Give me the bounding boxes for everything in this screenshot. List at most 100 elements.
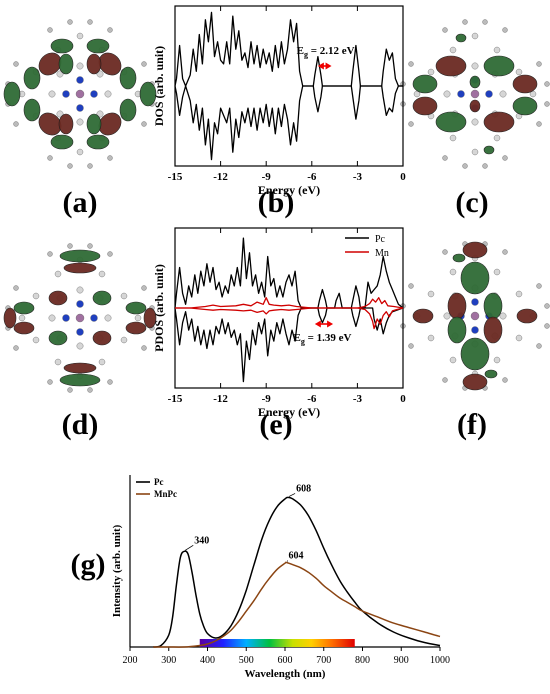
- orbital-lobe: [512, 74, 538, 94]
- hydrogen-atom: [493, 134, 501, 142]
- hydrogen-atom: [442, 155, 448, 161]
- hydrogen-atom: [515, 290, 523, 298]
- gap-arrow-head-right: [327, 320, 334, 328]
- series-dos-spin-down-line: [174, 85, 403, 161]
- hydrogen-atom: [544, 303, 550, 309]
- hydrogen-atom: [67, 387, 73, 393]
- x-tick-label: -6: [307, 393, 317, 405]
- metal-center-atom: [75, 89, 85, 99]
- orbital-lobe: [447, 316, 467, 344]
- orbital-lobe: [462, 241, 488, 259]
- hydrogen-atom: [427, 334, 435, 342]
- hydrogen-atom: [47, 27, 53, 33]
- hydrogen-atom: [449, 268, 457, 276]
- series-pc-spin-down-line: [174, 307, 404, 383]
- orbital-lobe: [98, 52, 122, 76]
- x-tick-label: -12: [213, 171, 228, 183]
- orbital-lobe: [483, 55, 515, 77]
- hydrogen-atom: [98, 270, 106, 278]
- orbital-lobe: [483, 316, 503, 344]
- x-tick-label: -15: [168, 171, 183, 183]
- orbital-lobe: [412, 96, 438, 116]
- hydrogen-atom: [536, 61, 542, 67]
- legend-label-pc: Pc: [375, 234, 386, 245]
- series-mnpc-line: [153, 561, 441, 648]
- hydrogen-atom: [87, 19, 93, 25]
- hydrogen-atom: [141, 61, 147, 67]
- hydrogen-atom: [67, 243, 73, 249]
- carbon-atom: [499, 90, 507, 98]
- nitrogen-atom: [457, 90, 465, 98]
- molecule-orbital-f: [400, 241, 550, 391]
- orbital-lobe: [512, 96, 538, 116]
- y-axis-label: Intensity (arb. unit): [111, 524, 123, 617]
- gap-arrow-head-right: [325, 62, 332, 70]
- hydrogen-atom: [408, 61, 414, 67]
- orbital-lobe: [483, 111, 515, 133]
- orbital-lobe: [38, 52, 62, 76]
- panel-label-f: (f): [457, 408, 487, 441]
- carbon-atom: [56, 70, 64, 78]
- nitrogen-atom: [62, 90, 70, 98]
- panel-label-c: (c): [455, 186, 489, 219]
- series-mn-spin-down-line: [175, 307, 404, 330]
- x-axis-label: Wavelength (nm): [245, 668, 326, 680]
- x-axis-label: Energy (eV): [258, 183, 320, 197]
- series-dos-spin-up-line: [174, 11, 403, 87]
- orbital-lobe: [125, 321, 147, 335]
- carbon-atom: [499, 312, 507, 320]
- hydrogen-atom: [107, 27, 113, 33]
- orbital-lobe: [469, 75, 481, 89]
- metal-center-atom: [470, 311, 480, 321]
- hydrogen-atom: [98, 358, 106, 366]
- carbon-atom: [104, 314, 112, 322]
- nitrogen-atom: [471, 326, 479, 334]
- orbital-lobe: [98, 112, 122, 136]
- carbon-atom: [76, 62, 84, 70]
- panel-label-a: (a): [62, 186, 98, 219]
- dos-chart: -15 -12 -9 -6 -3 0 Energy (eV) DOS (arb. unit) E…: [152, 5, 406, 197]
- series-pc-spin-up-line: [174, 237, 404, 309]
- hydrogen-atom: [107, 155, 113, 161]
- hydrogen-atom: [54, 358, 62, 366]
- hydrogen-atom: [141, 285, 147, 291]
- hydrogen-atom: [482, 19, 488, 25]
- hydrogen-atom: [54, 270, 62, 278]
- x-tick-label: 300: [161, 655, 176, 666]
- orbital-lobe: [86, 134, 110, 150]
- x-tick-label: 700: [316, 655, 331, 666]
- nitrogen-atom: [76, 328, 84, 336]
- gap-arrow-head-left: [317, 62, 324, 70]
- orbital-lobe: [48, 290, 68, 306]
- hydrogen-atom: [47, 251, 53, 257]
- carbon-atom: [471, 62, 479, 70]
- orbital-lobe: [92, 330, 112, 346]
- visible-spectrum-bar: [199, 639, 355, 647]
- x-tick-label: -9: [262, 171, 272, 183]
- nitrogen-atom: [90, 90, 98, 98]
- carbon-atom: [48, 90, 56, 98]
- nitrogen-atom: [471, 298, 479, 306]
- hydrogen-atom: [13, 285, 19, 291]
- panel-label-g: (g): [70, 548, 106, 581]
- x-tick-label: 0: [400, 393, 406, 405]
- hydrogen-atom: [544, 323, 550, 329]
- carbon-atom: [48, 314, 56, 322]
- legend-label-mn: Mn: [375, 248, 389, 259]
- peak-label-608: 608: [296, 483, 311, 494]
- x-tick-label: -3: [353, 171, 363, 183]
- carbon-atom: [76, 286, 84, 294]
- orbital-lobe: [452, 253, 466, 263]
- hydrogen-atom: [502, 249, 508, 255]
- orbital-lobe: [59, 373, 101, 387]
- orbital-lobe: [3, 81, 21, 107]
- legend-label-pc: Pc: [154, 477, 164, 487]
- nitrogen-atom: [485, 90, 493, 98]
- nitrogen-atom: [62, 314, 70, 322]
- orbital-lobe: [139, 81, 157, 107]
- carbon-atom: [471, 118, 479, 126]
- orbital-lobe: [86, 113, 102, 135]
- hydrogen-atom: [536, 121, 542, 127]
- orbital-lobe: [86, 38, 110, 54]
- carbon-atom: [104, 90, 112, 98]
